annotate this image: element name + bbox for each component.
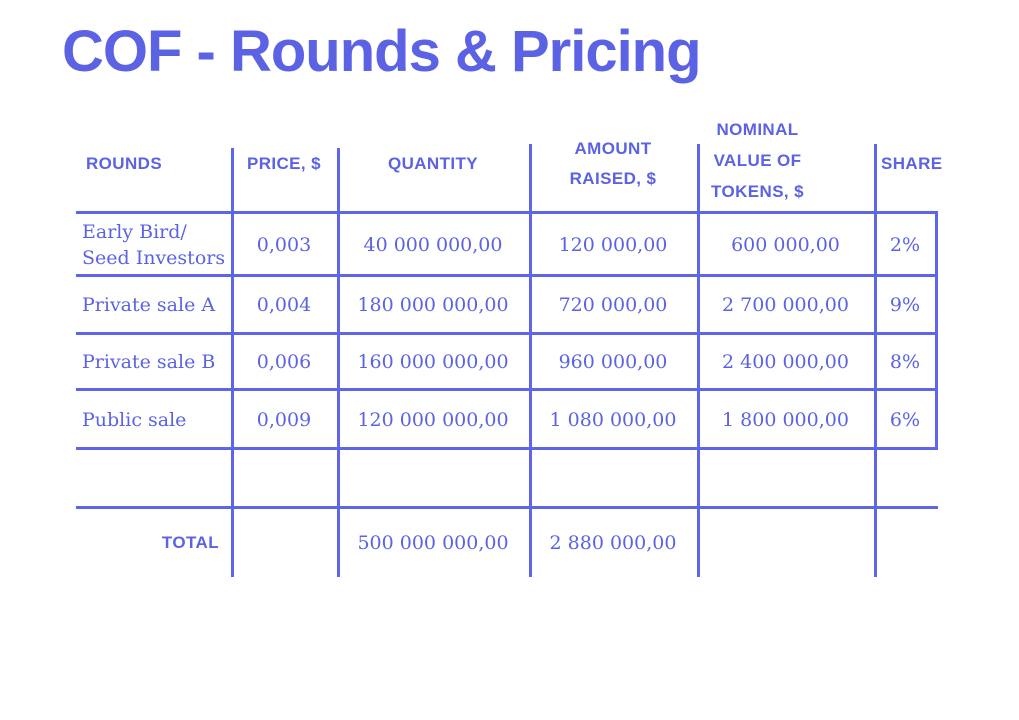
- table-cell-nominal-value: 1 800 000,00: [722, 408, 849, 431]
- table-cell-price: 0,006: [256, 351, 312, 373]
- table-cell-amount-raised: 960 000,00: [558, 351, 668, 373]
- table-grid-line: [76, 332, 938, 335]
- table-grid-line: [874, 144, 877, 577]
- table-cell-price: 0,009: [256, 408, 312, 431]
- rounds-pricing-table: ROUNDS PRICE, $ QUANTITY AMOUNT RAISED, …: [76, 115, 943, 577]
- table-grid-line: [337, 148, 340, 577]
- total-share: [874, 508, 936, 577]
- table-cell-nominal-value: 600 000,00: [731, 233, 840, 256]
- table-cell-amount-raised: 1 080 000,00: [549, 408, 677, 431]
- table-grid-line: [697, 144, 700, 577]
- empty-cell: [76, 449, 231, 508]
- table-cell-round-name: Private sale B: [82, 351, 216, 373]
- total-price: [231, 508, 337, 577]
- table-grid-line: [76, 274, 938, 277]
- table-grid-line: [76, 211, 938, 214]
- table-grid-line: [529, 144, 532, 577]
- table-cell-nominal-value: 2 400 000,00: [722, 351, 849, 373]
- table-grid-line: [76, 447, 938, 450]
- empty-cell: [337, 449, 529, 508]
- total-nominal-value: [697, 508, 874, 577]
- table-cell-price: 0,003: [256, 233, 312, 256]
- total-amount-raised: 2 880 000,00: [549, 531, 677, 554]
- table-cell-round-name: Public sale: [82, 408, 187, 431]
- empty-cell: [874, 449, 936, 508]
- table-cell-quantity: 40 000 000,00: [363, 233, 503, 256]
- column-header-quantity: QUANTITY: [387, 154, 479, 173]
- table-grid-line: [231, 148, 234, 577]
- column-header-rounds: ROUNDS: [86, 154, 163, 173]
- table-cell-price: 0,004: [256, 294, 312, 316]
- table-cell-share: 9%: [889, 294, 921, 316]
- table-cell-share: 6%: [889, 408, 921, 431]
- table-cell-quantity: 120 000 000,00: [357, 408, 509, 431]
- table-cell-share: 8%: [889, 351, 921, 373]
- table-cell-amount-raised: 120 000,00: [558, 233, 668, 256]
- table-cell-share: 2%: [889, 233, 921, 256]
- table-cell-quantity: 180 000 000,00: [357, 294, 509, 316]
- table-cell-amount-raised: 720 000,00: [558, 294, 668, 316]
- table-grid-line: [76, 388, 938, 391]
- total-quantity: 500 000 000,00: [357, 531, 509, 554]
- empty-cell: [231, 449, 337, 508]
- column-header-nominal-value: NOMINAL VALUE OF TOKENS, $: [711, 119, 805, 201]
- column-header-amount-raised: AMOUNT RAISED, $: [569, 139, 657, 188]
- column-header-share: SHARE: [881, 154, 943, 173]
- column-header-price: PRICE, $: [246, 154, 322, 173]
- page-title: COF - Rounds & Pricing: [62, 19, 702, 84]
- empty-cell: [697, 449, 874, 508]
- table-cell-nominal-value: 2 700 000,00: [722, 294, 849, 316]
- table-grid-line: [935, 211, 938, 450]
- table-grid-line: [76, 506, 938, 509]
- total-label: TOTAL: [161, 532, 219, 552]
- table-cell-quantity: 160 000 000,00: [357, 351, 509, 373]
- table-cell-round-name: Early Bird/ Seed Investors: [82, 220, 226, 269]
- table-cell-round-name: Private sale A: [82, 294, 216, 316]
- empty-cell: [529, 449, 697, 508]
